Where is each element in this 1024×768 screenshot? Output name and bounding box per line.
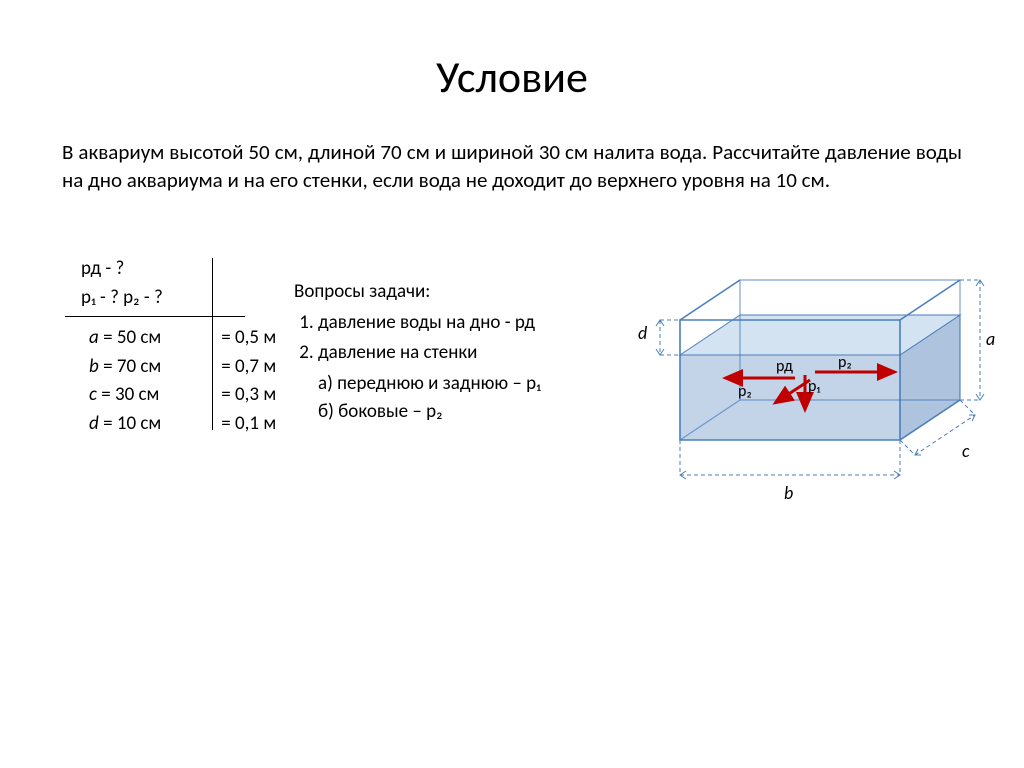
questions-block: Вопросы задачи: давление воды на дно - р… xyxy=(294,278,594,427)
given-row: b = 70 см = 0,7 м xyxy=(89,353,325,382)
given-block: рд - ? р₁ - ? р₂ - ? a = 50 см = 0,5 м b… xyxy=(65,255,325,438)
given-divider-vertical xyxy=(212,258,213,430)
question-2: давление на стенки xyxy=(318,339,594,368)
unknown-pd: рд - ? xyxy=(65,255,325,284)
label-p2-right: р₂ xyxy=(838,353,852,372)
question-1: давление воды на дно - рд xyxy=(318,309,594,338)
label-b: b xyxy=(784,482,793,504)
questions-heading: Вопросы задачи: xyxy=(294,278,594,307)
aquarium-diagram: a b c d рд р₁ р₂ р₂ xyxy=(600,260,1000,540)
label-p2-left: р₂ xyxy=(738,382,752,401)
problem-statement: В аквариум высотой 50 см, длиной 70 см и… xyxy=(62,138,962,195)
label-pd: рд xyxy=(776,357,793,376)
given-row: c = 30 см = 0,3 м xyxy=(89,381,325,410)
label-d: d xyxy=(638,322,647,344)
question-2b: б) боковые – р₂ xyxy=(294,398,594,427)
given-row: a = 50 см = 0,5 м xyxy=(89,324,325,353)
label-p1: р₁ xyxy=(808,377,820,396)
slide-title: Условие xyxy=(0,50,1024,104)
label-a: a xyxy=(986,328,995,350)
label-c: c xyxy=(962,440,970,462)
given-divider-horizontal xyxy=(65,316,245,317)
unknown-p1p2: р₁ - ? р₂ - ? xyxy=(65,284,325,313)
given-row: d = 10 см = 0,1 м xyxy=(89,410,325,439)
question-2a: а) переднюю и заднюю – р₁ xyxy=(294,370,594,399)
